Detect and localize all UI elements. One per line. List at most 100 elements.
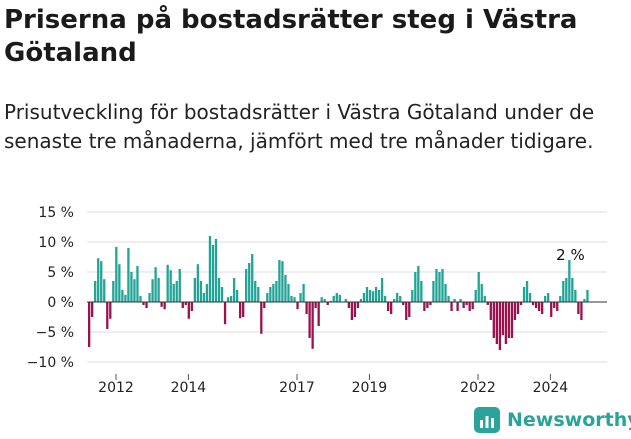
bar	[441, 269, 444, 302]
bar	[453, 299, 456, 302]
newsworthy-logo: Newsworthy	[474, 404, 631, 436]
bar	[580, 302, 583, 320]
bar	[386, 302, 390, 311]
bar	[133, 279, 136, 302]
bar	[296, 302, 299, 310]
bar	[281, 261, 284, 302]
bar	[486, 302, 489, 305]
bar	[172, 284, 175, 302]
bar	[356, 302, 360, 308]
bar	[124, 294, 127, 302]
bar	[208, 236, 212, 302]
bar	[187, 302, 190, 319]
bar	[226, 297, 230, 302]
bar	[568, 260, 571, 302]
bar	[154, 267, 157, 302]
bar	[278, 260, 281, 302]
annotation-label: 2 %	[556, 246, 585, 264]
bar	[275, 281, 278, 302]
newsworthy-logo-icon	[474, 407, 500, 433]
bar	[284, 275, 287, 302]
bar	[528, 293, 532, 302]
bar	[562, 281, 565, 302]
x-tick-label: 2022	[460, 380, 496, 396]
bar	[103, 279, 106, 302]
bar	[320, 297, 323, 302]
bar	[254, 281, 257, 302]
bar	[251, 254, 254, 302]
bar	[181, 302, 184, 308]
bar	[353, 302, 357, 317]
bar	[450, 302, 453, 311]
bar	[435, 269, 438, 302]
bar	[492, 302, 495, 338]
bar	[438, 272, 441, 302]
y-tick-label: 0 %	[47, 295, 74, 311]
bar	[531, 302, 535, 305]
bar	[166, 264, 169, 302]
bar	[393, 299, 396, 302]
bar	[115, 246, 118, 302]
bar	[196, 264, 200, 302]
bar	[100, 261, 103, 302]
bar	[308, 302, 311, 338]
bar	[359, 299, 363, 302]
bar	[344, 299, 347, 302]
bar	[402, 302, 405, 305]
bar	[480, 284, 483, 302]
bar	[411, 290, 414, 302]
bar	[151, 279, 154, 302]
x-tick-label: 2017	[279, 380, 315, 396]
bar	[544, 296, 547, 302]
bar	[489, 302, 492, 320]
bar	[248, 263, 251, 302]
bar	[217, 278, 221, 302]
x-tick-label: 2024	[533, 380, 569, 396]
bar	[88, 302, 91, 347]
bar	[257, 287, 260, 302]
bar	[513, 302, 517, 320]
x-tick-label: 2012	[98, 380, 134, 396]
bar	[390, 302, 393, 314]
newsworthy-logo-text: Newsworthy	[507, 409, 631, 431]
bar	[504, 302, 508, 344]
bar	[377, 290, 381, 302]
bar	[498, 302, 502, 350]
bar	[501, 302, 505, 335]
bar	[374, 287, 378, 302]
bar	[148, 293, 151, 302]
bar	[471, 302, 474, 310]
bar	[468, 302, 471, 311]
bar	[293, 297, 296, 302]
bar	[139, 296, 142, 302]
bar	[335, 293, 338, 302]
bar	[565, 278, 568, 302]
bar	[130, 272, 133, 302]
bar	[537, 302, 541, 311]
bar	[178, 269, 181, 302]
bar	[583, 299, 586, 302]
bar	[362, 293, 366, 302]
bar	[269, 287, 272, 302]
bar	[507, 302, 511, 338]
bar	[350, 302, 354, 320]
x-tick-label: 2014	[171, 380, 207, 396]
bar	[462, 302, 465, 308]
bar	[571, 278, 574, 302]
bar	[399, 296, 402, 302]
bar	[510, 302, 514, 338]
bar	[477, 272, 480, 302]
chart-subtitle: Prisutveckling för bostadsrätter i Västr…	[4, 100, 595, 153]
bar	[157, 278, 160, 302]
bar	[314, 302, 317, 308]
bar	[426, 302, 429, 308]
bar	[396, 293, 399, 302]
bar	[127, 248, 130, 302]
bar	[299, 293, 302, 302]
y-tick-label: −5 %	[36, 325, 74, 341]
bar	[91, 302, 94, 317]
bar	[311, 302, 314, 349]
y-tick-label: 10 %	[38, 235, 74, 251]
bar	[175, 281, 178, 302]
bar	[519, 302, 523, 305]
